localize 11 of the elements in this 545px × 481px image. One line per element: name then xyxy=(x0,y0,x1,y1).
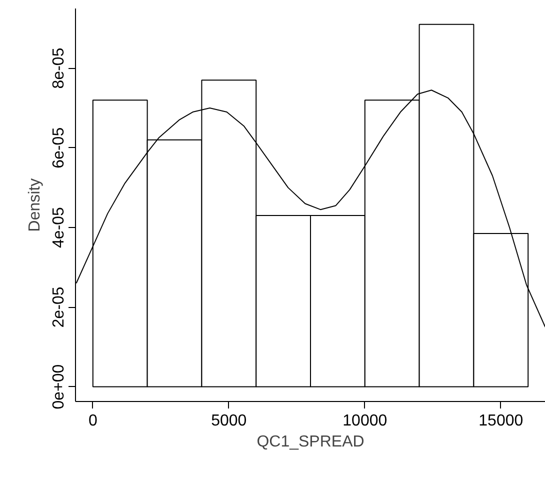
y-tick-label: 6e-05 xyxy=(50,127,68,168)
y-tick-label: 2e-05 xyxy=(50,286,68,328)
x-tick-label: 0 xyxy=(88,412,98,430)
y-tick-label: 4e-05 xyxy=(50,206,68,248)
x-tick-label: 10000 xyxy=(342,412,388,430)
x-axis-title: QC1_SPREAD xyxy=(256,434,364,450)
x-tick-label: 5000 xyxy=(211,412,247,430)
y-tick-label: 8e-05 xyxy=(50,48,68,89)
y-axis-title: Density xyxy=(26,178,44,232)
y-tick-label: 0e+00 xyxy=(50,364,68,410)
x-tick-label: 15000 xyxy=(478,412,524,430)
